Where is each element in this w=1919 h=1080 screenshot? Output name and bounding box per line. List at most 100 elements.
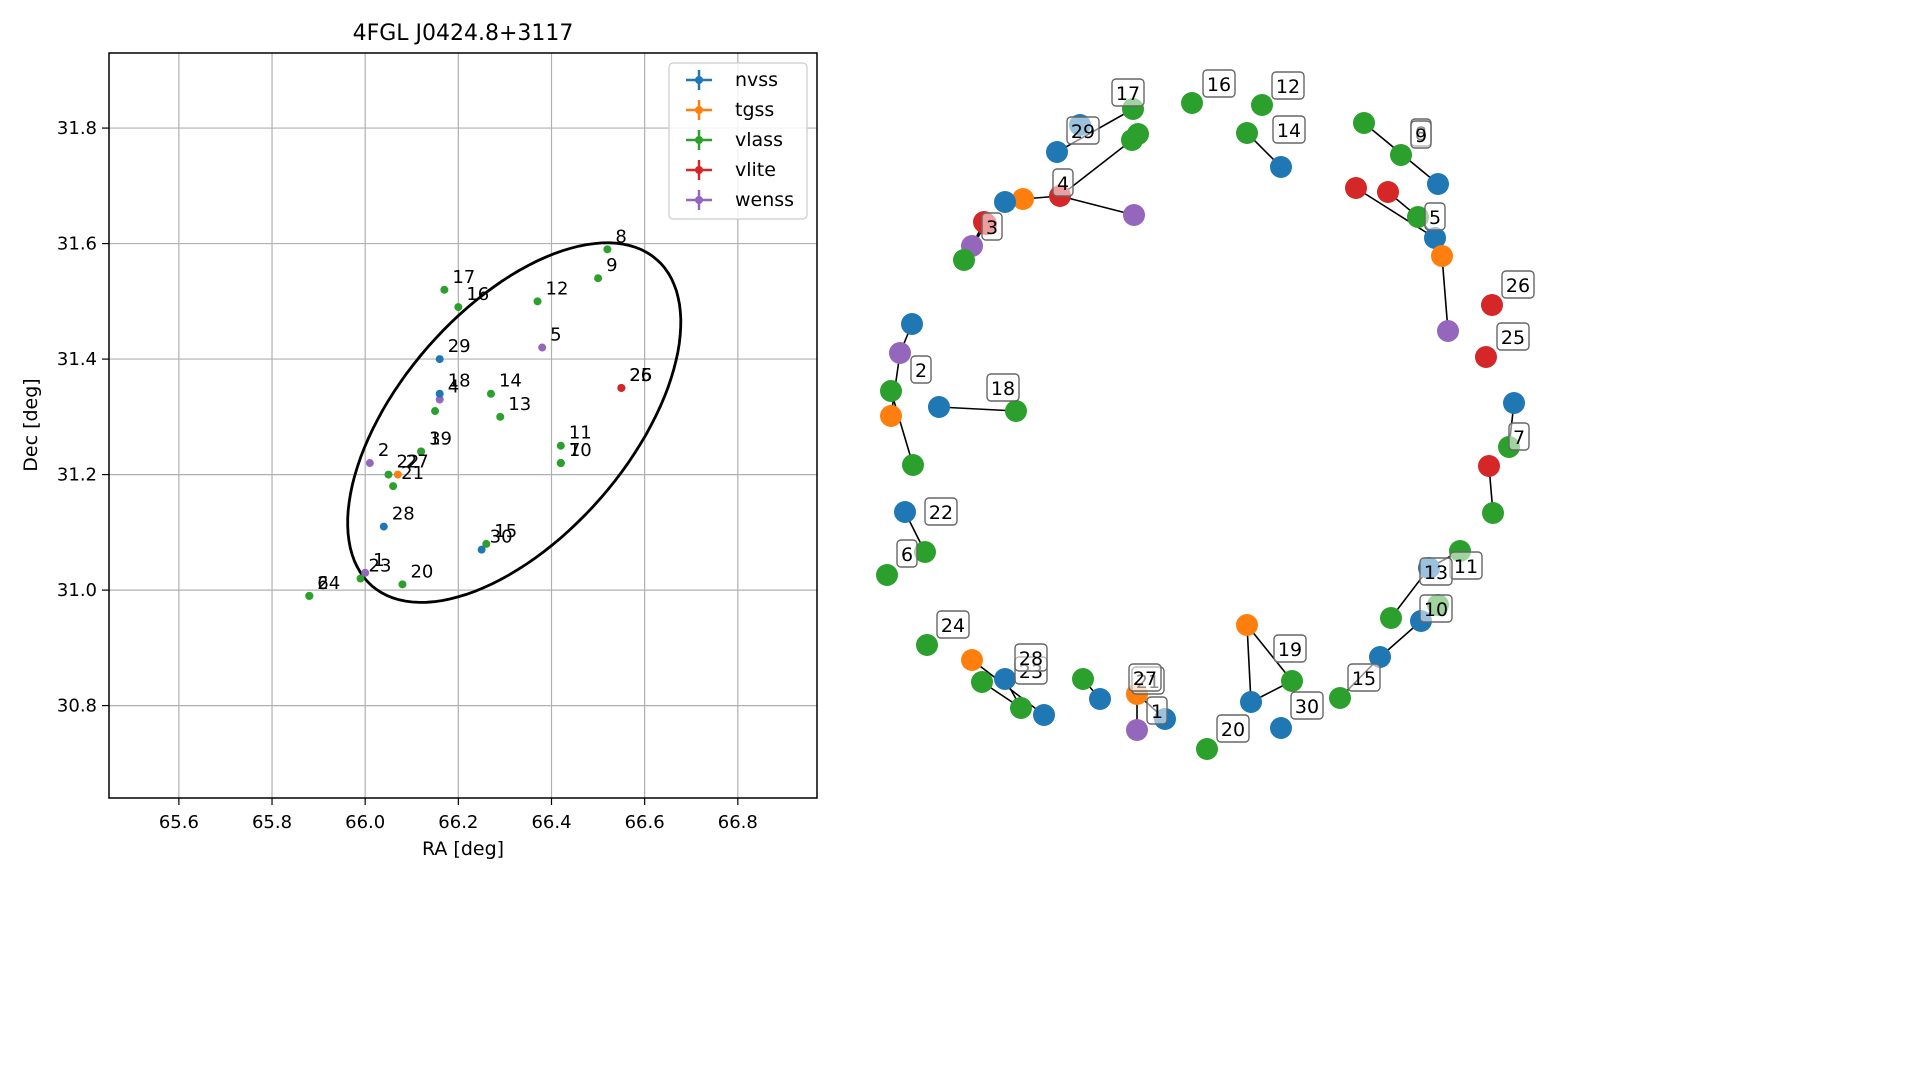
network-node — [1437, 320, 1459, 342]
y-ticks: 30.8 31.0 31.2 31.4 31.6 31.8 — [57, 118, 109, 717]
network-label-box — [1508, 422, 1530, 451]
network-node — [1424, 227, 1446, 249]
network-label: 13 — [1424, 562, 1448, 584]
network-node — [876, 564, 898, 586]
network-label: 3 — [986, 217, 998, 239]
network-node — [1251, 94, 1273, 116]
source-point — [454, 303, 463, 312]
network-label-box — [924, 497, 958, 526]
legend-marker-dot — [695, 166, 703, 174]
network-label-box — [1501, 270, 1535, 299]
network-node — [961, 649, 983, 671]
chart-title: 4FGL J0424.8+3117 — [353, 21, 574, 46]
network-label-box — [1272, 115, 1306, 144]
network-node — [1390, 144, 1412, 166]
network-node — [994, 668, 1016, 690]
point-label: 23 — [369, 556, 392, 577]
point-label: 21 — [401, 463, 424, 484]
source-point — [477, 545, 486, 554]
source-point — [486, 389, 495, 398]
network-label: 4 — [1057, 173, 1069, 195]
network-node — [1345, 177, 1367, 199]
network-node — [916, 634, 938, 656]
source-point — [393, 470, 402, 479]
source-point — [431, 407, 440, 416]
network-nodes — [876, 92, 1525, 760]
network-label-box — [1146, 696, 1168, 725]
network-edges — [890, 108, 1515, 730]
network-node — [1475, 346, 1497, 368]
source-point — [389, 482, 398, 491]
point-label: 13 — [508, 394, 531, 415]
network-node — [994, 191, 1016, 213]
y-axis-label: Dec [deg] — [20, 378, 42, 471]
point-label: 19 — [429, 428, 452, 449]
y-tick-label: 31.6 — [57, 234, 97, 255]
network-node — [914, 541, 936, 563]
network-node — [1005, 400, 1027, 422]
point-label: 29 — [448, 336, 471, 357]
network-node — [928, 396, 950, 418]
network-label-box — [1496, 322, 1530, 351]
y-tick-label: 31.4 — [57, 349, 97, 370]
legend-box — [668, 62, 808, 220]
network-label: 15 — [1352, 668, 1376, 690]
x-tick-label: 65.6 — [159, 812, 199, 833]
network-node — [1270, 156, 1292, 178]
network-node — [1369, 646, 1391, 668]
network-label-box — [1290, 691, 1324, 720]
network-label: 29 — [1071, 121, 1095, 143]
network-node — [902, 454, 924, 476]
point-label: 4 — [448, 377, 459, 398]
legend-entry: vlite — [735, 159, 776, 181]
network-label-box — [1273, 634, 1307, 663]
network-node — [1072, 668, 1094, 690]
y-tick-label: 31.2 — [57, 465, 97, 486]
network-node — [1380, 607, 1402, 629]
network-node — [901, 313, 923, 335]
network-label-box — [1419, 594, 1453, 623]
network-node — [1012, 188, 1034, 210]
source-point — [356, 574, 365, 583]
plot-frame — [108, 52, 818, 799]
point-label: 27 — [406, 452, 429, 473]
legend: nvss tgss vlass vlite wenss — [668, 62, 808, 220]
x-ticks: 65.6 65.8 66.0 66.2 66.4 66.6 66.8 — [159, 798, 758, 833]
point-label: 14 — [499, 371, 522, 392]
point-labels-layer: 1234567891011121314151617181920212223242… — [317, 226, 652, 594]
network-node — [1427, 173, 1449, 195]
network-node — [1270, 717, 1292, 739]
network-label-box — [1128, 663, 1162, 692]
network-node — [1010, 697, 1032, 719]
network-edge — [1059, 195, 1135, 216]
x-tick-label: 65.8 — [252, 812, 292, 833]
network-node — [1482, 502, 1504, 524]
network-edge — [1246, 624, 1252, 703]
network-edge — [938, 406, 1017, 412]
network-label: 6 — [901, 544, 913, 566]
network-node — [1377, 181, 1399, 203]
network-label: 17 — [1116, 83, 1140, 105]
network-node — [1089, 688, 1111, 710]
source-point — [594, 274, 603, 283]
source-point — [603, 245, 612, 254]
network-label-box — [1202, 69, 1236, 98]
network-label: 22 — [929, 502, 953, 524]
network-label: 27 — [1133, 668, 1157, 690]
legend-marker-dot — [695, 136, 703, 144]
network-label-box — [1216, 714, 1250, 743]
network-node — [1503, 392, 1525, 414]
network-node — [1121, 129, 1143, 151]
points-layer — [305, 245, 626, 600]
point-label: 24 — [317, 573, 340, 594]
network-panel: 1234567891011121314151617181920212223242… — [876, 69, 1535, 760]
x-tick-label: 66.6 — [625, 812, 665, 833]
legend-marker-dot — [695, 76, 703, 84]
network-label: 16 — [1207, 74, 1231, 96]
network-label: 10 — [1424, 599, 1448, 621]
source-point — [482, 539, 491, 548]
network-label-box — [1271, 71, 1305, 100]
legend-entry: vlass — [735, 129, 783, 151]
network-label-box — [1014, 643, 1048, 672]
